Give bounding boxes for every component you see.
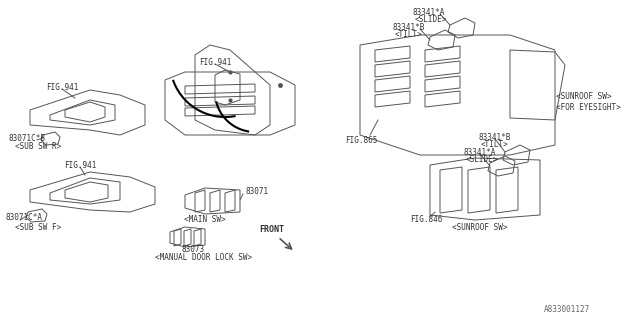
Text: <SLIDE>: <SLIDE>	[466, 155, 499, 164]
Text: <SUB SW F>: <SUB SW F>	[15, 222, 61, 231]
Text: <SUNROOF SW>: <SUNROOF SW>	[452, 222, 508, 231]
Text: <TILT>: <TILT>	[481, 140, 509, 148]
Text: FIG.865: FIG.865	[345, 135, 378, 145]
Text: <SUNROOF SW>
<FOR EYESIGHT>: <SUNROOF SW> <FOR EYESIGHT>	[556, 92, 621, 112]
Text: FIG.941: FIG.941	[46, 83, 78, 92]
Text: <SUB SW R>: <SUB SW R>	[15, 141, 61, 150]
Text: <SLIDE>: <SLIDE>	[415, 14, 447, 23]
Text: FRONT: FRONT	[259, 226, 285, 235]
Text: <MAIN SW>: <MAIN SW>	[184, 215, 226, 225]
Text: 83071C*A: 83071C*A	[5, 213, 42, 222]
Text: <MANUAL DOOR LOCK SW>: <MANUAL DOOR LOCK SW>	[155, 253, 252, 262]
Text: 83341*A: 83341*A	[412, 7, 444, 17]
Text: 83071C*B: 83071C*B	[8, 133, 45, 142]
Text: A833001127: A833001127	[544, 306, 590, 315]
Text: 83341*B: 83341*B	[478, 132, 510, 141]
Text: <TILT>: <TILT>	[395, 29, 423, 38]
Text: 83073: 83073	[181, 245, 205, 254]
Text: 83341*A: 83341*A	[463, 148, 495, 156]
Text: FIG.941: FIG.941	[64, 161, 96, 170]
Text: 83071: 83071	[245, 188, 268, 196]
Text: FIG.941: FIG.941	[199, 58, 231, 67]
Text: 83341*B: 83341*B	[392, 22, 424, 31]
Text: FIG.846: FIG.846	[410, 215, 442, 225]
